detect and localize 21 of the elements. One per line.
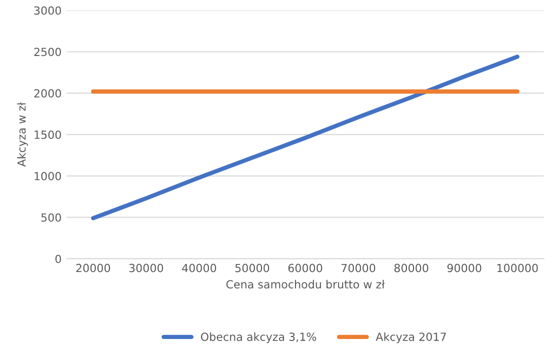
y-tick-label: 2500 — [34, 48, 61, 56]
legend-label: Obecna akcyza 3,1% — [200, 332, 316, 344]
line-series — [91, 54, 520, 220]
x-tick-label: 60000 — [288, 264, 322, 272]
y-tick-label: 1500 — [34, 130, 61, 139]
y-tick-label: 500 — [41, 213, 61, 222]
y-tick-label: 2000 — [34, 89, 61, 98]
x-tick-label: 30000 — [129, 264, 164, 272]
x-tick-label: 70000 — [342, 264, 376, 272]
x-tick-label: 40000 — [182, 264, 216, 272]
y-tick-label: 0 — [55, 254, 61, 264]
x-tick-label: 50000 — [235, 264, 270, 272]
y-axis-title: Akcyza w zł — [17, 102, 28, 167]
x-tick-label: 80000 — [394, 264, 428, 272]
x-axis-title: Cena samochodu brutto w zł — [226, 280, 385, 289]
legend-label: Akcyza 2017 — [376, 332, 446, 344]
x-tick-label: 90000 — [447, 264, 482, 272]
y-tick-label: 1000 — [34, 172, 61, 180]
x-tick-label: 100000 — [497, 264, 538, 272]
x-tick-label: 20000 — [76, 264, 110, 272]
y-tick-label: 3000 — [34, 6, 61, 15]
